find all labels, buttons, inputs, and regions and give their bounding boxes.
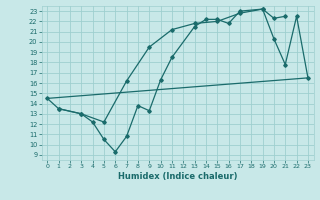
X-axis label: Humidex (Indice chaleur): Humidex (Indice chaleur) <box>118 172 237 181</box>
